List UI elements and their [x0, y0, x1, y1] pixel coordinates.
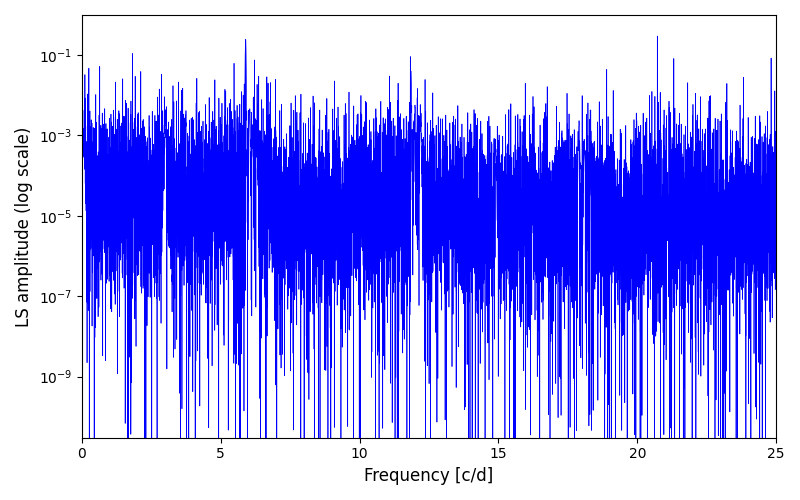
X-axis label: Frequency [c/d]: Frequency [c/d]: [364, 467, 494, 485]
Y-axis label: LS amplitude (log scale): LS amplitude (log scale): [15, 126, 33, 326]
